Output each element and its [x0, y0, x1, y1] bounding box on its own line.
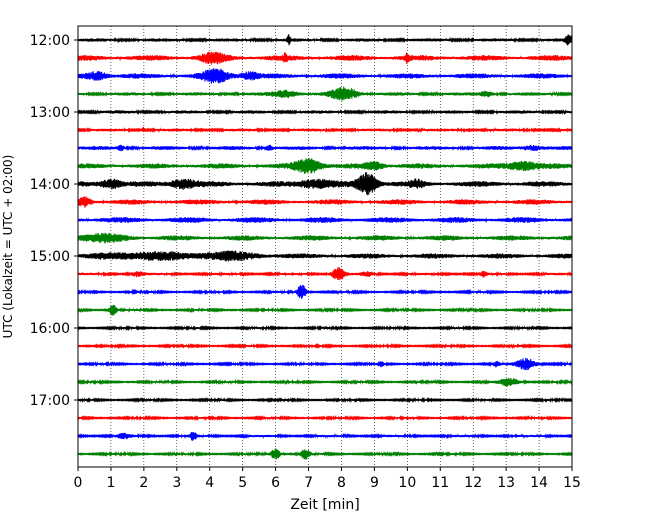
x-axis-ticks: 0 1 2 3 4 5 6 7 8 9 10 11 12 13 14 15	[74, 467, 581, 491]
seismic-trace	[77, 432, 573, 441]
y-tick-label: 16:00	[30, 321, 70, 337]
x-tick-label: 10	[398, 475, 416, 491]
x-tick-label: 2	[139, 475, 148, 491]
seismic-trace	[77, 158, 573, 174]
seismic-trace	[77, 216, 573, 223]
x-tick-label: 12	[464, 475, 482, 491]
y-tick-label: 14:00	[30, 177, 70, 193]
seismic-trace	[77, 266, 573, 281]
seismic-trace	[77, 51, 573, 65]
seismic-trace	[77, 232, 573, 244]
trace-group	[77, 34, 573, 460]
x-tick-label: 8	[337, 475, 346, 491]
seismic-trace	[77, 285, 573, 299]
seismic-trace	[77, 304, 573, 316]
y-axis-label: UTC (Lokalzeit = UTC + 02:00)	[1, 155, 15, 339]
x-tick-label: 3	[172, 475, 181, 491]
seismic-trace	[77, 377, 573, 387]
y-axis-ticks: 12:00 13:00 14:00 15:00 16:00 17:00	[30, 33, 78, 409]
seismic-trace	[77, 196, 573, 208]
seismic-trace	[77, 144, 573, 152]
x-tick-label: 11	[431, 475, 449, 491]
y-tick-label: 13:00	[30, 105, 70, 121]
y-tick-label: 17:00	[30, 393, 70, 409]
seismic-trace	[77, 172, 573, 196]
x-tick-label: 4	[205, 475, 214, 491]
plot-frame	[77, 25, 573, 468]
seismic-trace	[77, 126, 573, 133]
seismic-trace	[77, 448, 573, 460]
y-tick-label: 12:00	[30, 33, 70, 49]
seismic-trace	[77, 109, 573, 116]
x-tick-label: 1	[106, 475, 115, 491]
x-tick-label: 13	[497, 475, 515, 491]
x-tick-label: 7	[304, 475, 313, 491]
seismic-trace	[77, 396, 573, 404]
seismic-trace	[77, 324, 573, 332]
x-tick-label: 9	[370, 475, 379, 491]
seismic-trace	[77, 86, 573, 101]
y-tick-label: 15:00	[30, 249, 70, 265]
x-tick-label: 15	[563, 475, 581, 491]
x-tick-label: 0	[74, 475, 83, 491]
seismic-trace	[77, 250, 573, 262]
x-tick-label: 14	[530, 475, 548, 491]
seismic-trace	[77, 34, 573, 46]
x-tick-label: 5	[238, 475, 247, 491]
x-axis-label: Zeit [min]	[290, 497, 359, 513]
seismic-trace	[77, 357, 573, 371]
seismic-trace	[77, 68, 573, 84]
seismic-trace	[77, 342, 573, 350]
seismic-trace	[77, 414, 573, 421]
x-tick-label: 6	[271, 475, 280, 491]
